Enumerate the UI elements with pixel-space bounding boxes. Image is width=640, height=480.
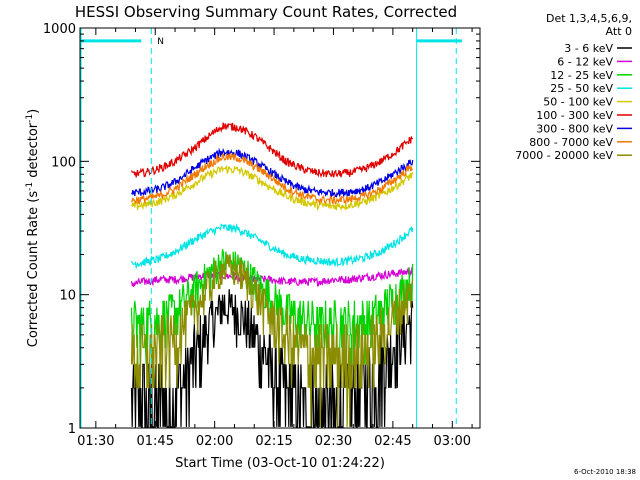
y-axis-label-main: Corrected Count Rate (s [26, 191, 41, 348]
y-tick-label-0: 1 [68, 422, 76, 437]
series-line-5 [130, 122, 413, 179]
x-axis-label: Start Time (03-Oct-10 01:24:22) [175, 456, 385, 471]
legend-label-8: 7000 - 20000 keV [515, 149, 613, 162]
night-markers: N [80, 28, 462, 428]
chart-title: HESSI Observing Summary Count Rates, Cor… [75, 3, 457, 21]
legend-header-2: Att 0 [606, 25, 632, 38]
plot-frame [79, 27, 481, 429]
legend-label-0: 3 - 6 keV [564, 42, 613, 55]
x-tick-label-3: 02:15 [255, 434, 292, 449]
timestamp: 6-Oct-2010 18:38 [574, 468, 636, 476]
y-axis-label-sup1: -1 [25, 182, 35, 191]
y-tick-label-1: 10 [59, 289, 76, 304]
series-line-0 [130, 289, 414, 428]
legend-label-3: 25 - 50 keV [550, 82, 613, 95]
series-line-7 [131, 152, 413, 206]
y-axis-label-end: ) [26, 109, 41, 114]
legend-label-1: 6 - 12 keV [557, 55, 613, 68]
y-axis-label: Corrected Count Rate (s-1 detector-1) [25, 109, 41, 347]
series-line-6 [130, 147, 414, 199]
y-tick-label-2: 100 [51, 155, 76, 170]
legend-label-2: 12 - 25 keV [550, 69, 613, 82]
x-tick-label-5: 02:45 [374, 434, 411, 449]
legend-label-4: 50 - 100 keV [543, 96, 613, 109]
x-tick-label-1: 01:45 [137, 434, 174, 449]
x-tick-label-6: 03:00 [434, 434, 471, 449]
legend-label-7: 800 - 7000 keV [529, 136, 613, 149]
series-line-4 [130, 165, 414, 212]
legend-header-1: Det 1,3,4,5,6,9, [546, 12, 632, 25]
series-line-1 [130, 266, 414, 287]
legend-label-5: 100 - 300 keV [536, 109, 613, 122]
x-tick-label-4: 02:30 [315, 434, 352, 449]
y-tick-label-3: 1000 [43, 22, 76, 37]
night-marker-label: N [157, 37, 164, 47]
x-tick-label-0: 01:30 [77, 434, 114, 449]
series-line-3 [130, 223, 414, 270]
legend-label-6: 300 - 800 keV [536, 122, 613, 135]
x-tick-label-2: 02:00 [196, 434, 233, 449]
y-axis-label-mid: detector [26, 122, 41, 182]
series-line-8 [130, 254, 414, 427]
axis-ticks: 01:30 01:45 02:00 02:15 02:30 02:45 03:00 1 10 10… [43, 22, 480, 449]
data-layer [130, 122, 414, 428]
y-axis-label-sup2: -1 [25, 114, 35, 123]
